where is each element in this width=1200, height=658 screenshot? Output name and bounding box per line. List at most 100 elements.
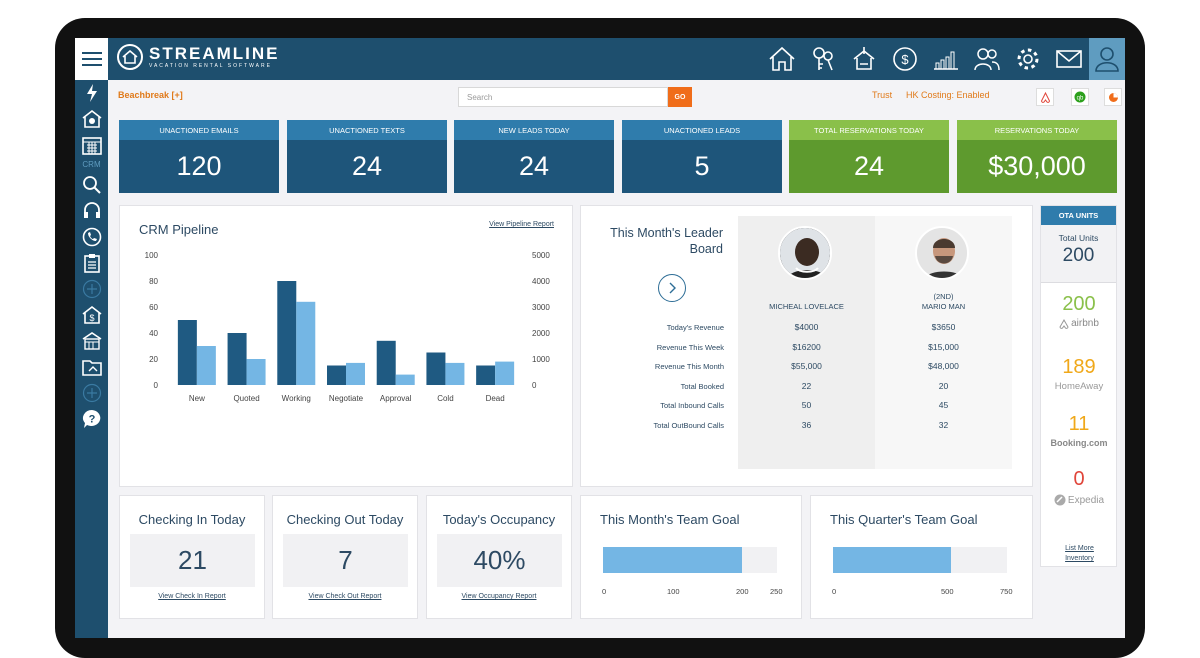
search-icon[interactable] bbox=[75, 172, 108, 198]
y-tick-left: 20 bbox=[149, 355, 158, 364]
y-tick-right: 5000 bbox=[532, 251, 550, 260]
view-check-in-report-link[interactable]: View Check In Report bbox=[158, 593, 226, 600]
calendar-icon[interactable] bbox=[75, 132, 108, 158]
property-selector[interactable]: Beachbreak [+] bbox=[118, 90, 183, 100]
ota-channel-name: airbnb bbox=[1071, 318, 1099, 329]
goal-progress-track bbox=[833, 547, 1007, 573]
ota-total: Total Units 200 bbox=[1041, 225, 1116, 283]
leader-board-title-line1: This Month's Leader bbox=[610, 226, 723, 240]
left-sidebar: CRM $ ? bbox=[75, 80, 108, 638]
leader-value: 20 bbox=[938, 380, 949, 391]
goal-tick: 250 bbox=[770, 587, 783, 596]
stat-value: 5 bbox=[694, 151, 710, 181]
menu-icon[interactable] bbox=[75, 38, 108, 80]
help-icon[interactable]: ? bbox=[75, 406, 108, 432]
add-circle-icon[interactable] bbox=[75, 276, 108, 302]
y-tick-right: 2000 bbox=[532, 329, 550, 338]
add-circle-icon[interactable] bbox=[75, 380, 108, 406]
leader-column-1: MICHEAL LOVELACE bbox=[738, 216, 875, 469]
panel-title: CRM Pipeline bbox=[139, 222, 219, 237]
mail-icon[interactable] bbox=[1048, 38, 1089, 80]
card-value: 21 bbox=[130, 534, 255, 587]
app-tagline: VACATION RENTAL SOFTWARE bbox=[149, 62, 272, 69]
house-calendar-icon[interactable] bbox=[75, 328, 108, 354]
stat-card-new-leads-today[interactable]: NEW LEADS TODAY 24 bbox=[454, 120, 614, 193]
x-tick-label: New bbox=[189, 394, 205, 403]
leader-board-title-line2: Board bbox=[689, 242, 723, 256]
settings-icon[interactable] bbox=[1007, 38, 1048, 80]
search-go-button[interactable]: GO bbox=[668, 87, 692, 107]
stat-card-reservations-today[interactable]: RESERVATIONS TODAY $30,000 bbox=[957, 120, 1117, 193]
bar-series-1 bbox=[426, 352, 446, 385]
headset-icon[interactable] bbox=[75, 198, 108, 224]
view-check-out-report-link[interactable]: View Check Out Report bbox=[308, 593, 382, 600]
card-title: This Month's Team Goal bbox=[600, 512, 740, 527]
card-value: 7 bbox=[283, 534, 408, 587]
airbnb-icon[interactable] bbox=[1036, 88, 1054, 106]
app-logo[interactable]: STREAMLINE VACATION RENTAL SOFTWARE bbox=[117, 44, 280, 70]
view-pipeline-report-link[interactable]: View Pipeline Report bbox=[489, 221, 554, 228]
y-tick-right: 4000 bbox=[532, 277, 550, 286]
goal-tick: 200 bbox=[736, 587, 749, 596]
reports-icon[interactable] bbox=[925, 38, 966, 80]
y-tick-left: 0 bbox=[154, 381, 159, 390]
housekeeping-icon[interactable] bbox=[843, 38, 884, 80]
owners-icon[interactable] bbox=[966, 38, 1007, 80]
pipeline-chart: 100 80 60 40 20 0 5000 4000 3000 2000 1000 0 New Quot… bbox=[145, 251, 551, 403]
ota-channel-airbnb[interactable]: 200 airbnb bbox=[1041, 293, 1117, 329]
x-tick-label: Negotiate bbox=[329, 394, 364, 403]
leader-row-label: Revenue This Week bbox=[656, 342, 724, 352]
y-tick-right: 0 bbox=[532, 381, 537, 390]
lightning-icon[interactable] bbox=[75, 80, 108, 106]
leader-row-label: Revenue This Month bbox=[654, 362, 724, 371]
bar-series-1 bbox=[277, 281, 297, 385]
airbnb-icon bbox=[1059, 318, 1069, 329]
pie-chart-icon[interactable] bbox=[1104, 88, 1122, 106]
clipboard-icon[interactable] bbox=[75, 250, 108, 276]
ota-channel-expedia[interactable]: 0 Expedia bbox=[1041, 468, 1117, 506]
ota-total-label: Total Units bbox=[1058, 233, 1099, 243]
stat-card-unactioned-leads[interactable]: UNACTIONED LEADS 5 bbox=[622, 120, 782, 193]
leader-name: MARIO MAN bbox=[921, 302, 966, 311]
user-icon[interactable] bbox=[1089, 38, 1125, 80]
card-value: 40% bbox=[437, 534, 562, 587]
goal-progress-fill bbox=[833, 547, 952, 573]
ota-channel-value: 200 bbox=[1062, 293, 1096, 315]
stat-card-unactioned-texts[interactable]: UNACTIONED TEXTS 24 bbox=[287, 120, 447, 193]
house-clock-icon[interactable] bbox=[75, 106, 108, 132]
card-title: Today's Occupancy bbox=[442, 512, 556, 527]
quickbooks-icon[interactable]: qb bbox=[1071, 88, 1089, 106]
avatar bbox=[778, 226, 832, 280]
next-arrow-button[interactable] bbox=[658, 274, 686, 302]
stat-card-unactioned-emails[interactable]: UNACTIONED EMAILS 120 bbox=[119, 120, 279, 193]
ota-channel-homeaway[interactable]: 189 HomeAway bbox=[1041, 356, 1117, 392]
checking-out-today-card: Checking Out Today 7 View Check Out Repo… bbox=[272, 495, 418, 619]
panel-title: This Month's Leader Board bbox=[581, 225, 723, 257]
house-dollar-icon[interactable]: $ bbox=[75, 302, 108, 328]
stat-card-total-reservations-today[interactable]: TOTAL RESERVATIONS TODAY 24 bbox=[789, 120, 949, 193]
stat-value: 24 bbox=[518, 151, 550, 181]
sub-header: Beachbreak [+] Search GO Trust HK Costin… bbox=[108, 80, 1125, 114]
trust-link[interactable]: Trust bbox=[872, 90, 893, 100]
app-name: STREAMLINE bbox=[149, 43, 280, 63]
svg-text:qb: qb bbox=[1077, 96, 1084, 102]
leader-board-panel: This Month's Leader Board Today's Revenu… bbox=[580, 205, 1033, 487]
x-tick-label: Working bbox=[282, 394, 311, 403]
x-tick-label: Dead bbox=[486, 394, 505, 403]
card-title: Checking Out Today bbox=[286, 512, 404, 527]
dollar-icon[interactable]: $ bbox=[884, 38, 925, 80]
y-tick-left: 60 bbox=[149, 303, 158, 312]
folder-house-icon[interactable] bbox=[75, 354, 108, 380]
phone-icon[interactable] bbox=[75, 224, 108, 250]
ota-channel-booking[interactable]: 11 Booking.com bbox=[1041, 413, 1117, 448]
ota-channel-value: 0 bbox=[1073, 468, 1085, 490]
search-input[interactable]: Search bbox=[458, 87, 668, 107]
keys-icon[interactable] bbox=[802, 38, 843, 80]
sidebar-section-crm: CRM bbox=[82, 160, 101, 169]
list-more-inventory-link[interactable]: List More Inventory bbox=[1041, 544, 1118, 564]
stat-value: $30,000 bbox=[988, 151, 1086, 181]
leader-value: $48,000 bbox=[928, 361, 959, 371]
view-occupancy-report-link[interactable]: View Occupancy Report bbox=[461, 593, 537, 600]
hk-costing-status[interactable]: HK Costing: Enabled bbox=[906, 90, 990, 100]
home-icon[interactable] bbox=[761, 38, 802, 80]
